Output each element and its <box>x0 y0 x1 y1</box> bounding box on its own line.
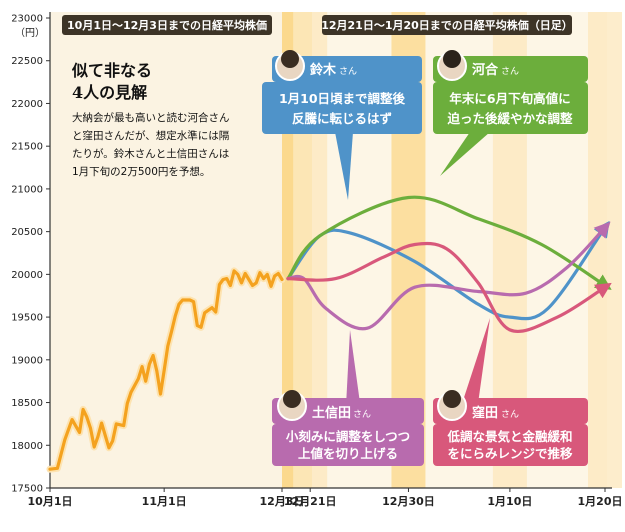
forecast-line-kubota <box>286 241 612 333</box>
avatar-kubota-hair <box>443 390 461 408</box>
plot-background-left <box>50 12 282 488</box>
y-tick-label: 19000 <box>11 355 43 366</box>
right-panel-title-text: 12月21日～1月20日までの日経平均株価（日足） <box>321 18 573 32</box>
x-tick-label: 12月3日 <box>260 495 305 508</box>
y-tick-label: 20500 <box>11 227 43 238</box>
callout-kubota-body <box>433 424 588 466</box>
description-line-4: 1月下旬の2万500円を予想。 <box>72 165 210 178</box>
callout-kubota-line-1: 低調な景気と金融緩和 <box>446 429 572 444</box>
y-tick-label: 21500 <box>11 142 43 153</box>
callout-kawai-line-2: 迫った後緩やかな調整 <box>446 111 573 126</box>
avatar-toshinda-hair <box>283 390 301 408</box>
y-tick-label: 20000 <box>11 270 43 281</box>
callout-kawai-body <box>433 82 588 134</box>
callout-toshinda-line-1: 小刻みに調整をしつつ <box>285 429 410 444</box>
description: 大納会が最も高いと読む河合さん と窪田さんだが、想定水準には隔 たりが。鈴木さん… <box>72 111 230 178</box>
date-band-3 <box>588 12 622 488</box>
x-tick-label: 1月10日 <box>487 495 532 508</box>
callout-suzuki-line-1: 1月10日頃まで調整後 <box>279 91 406 106</box>
y-tick-label: 17500 <box>11 484 43 495</box>
callout-suzuki-body <box>262 82 422 134</box>
callout-suzuki-line-2: 反騰に転じるはず <box>292 111 393 126</box>
callout-toshinda-body <box>272 424 424 466</box>
callout-kawai-name: 河合 <box>472 62 499 78</box>
callout-kubota-name: 窪田 <box>472 405 498 421</box>
callout-suzuki-name: 鈴木 <box>310 62 337 78</box>
callout-kawai-line-1: 年末に6月下旬高値に <box>449 91 570 106</box>
callout-kawai: 河合 さん 年末に6月下旬高値に 迫った後緩やかな調整 <box>433 50 588 176</box>
callout-kawai-pointer <box>440 132 490 176</box>
description-line-2: と窪田さんだが、想定水準には隔 <box>72 129 229 142</box>
y-axis: 17500 18000 18500 19000 19500 20000 20500 21000… <box>11 12 51 495</box>
callout-kawai-header <box>433 56 588 82</box>
callout-kubota-line-2: をにらみレンジで推移 <box>447 446 573 461</box>
y-tick-label: 19500 <box>11 313 43 324</box>
avatar-suzuki-hair <box>281 50 299 68</box>
callout-kubota-header <box>433 398 588 424</box>
x-tick-label: 10月1日 <box>28 495 73 508</box>
x-tick-label: 1月20日 <box>578 495 623 508</box>
forecast-series <box>286 195 612 333</box>
history-line <box>48 269 284 471</box>
callout-kubota-honorific: さん <box>501 409 519 420</box>
left-panel-title-text: 10月1日～12月3日までの日経平均株価 <box>67 18 267 32</box>
callout-toshinda-honorific: さん <box>353 409 371 420</box>
left-panel-title: 10月1日～12月3日までの日経平均株価 <box>62 15 272 35</box>
x-tick-label: 11月1日 <box>142 495 187 508</box>
right-panel-title: 12月21日～1月20日までの日経平均株価（日足） <box>321 15 573 35</box>
callout-toshinda: 土信田 さん 小刻みに調整をしつつ 上値を切り上げる <box>272 330 424 466</box>
y-tick-label: 21000 <box>11 184 43 195</box>
description-line-1: 大納会が最も高いと読む河合さん <box>72 111 230 124</box>
callout-kawai-honorific: さん <box>501 66 519 77</box>
y-unit-label: （円） <box>15 27 45 39</box>
callout-suzuki-header <box>272 56 422 82</box>
headline-line-2: 4人の見解 <box>72 83 147 102</box>
y-tick-label: 18000 <box>11 441 43 452</box>
callout-suzuki: 鈴木 さん 1月10日頃まで調整後 反騰に転じるはず <box>262 50 422 200</box>
y-tick-label: 18500 <box>11 398 43 409</box>
history-series <box>46 267 286 473</box>
x-tick-label: 12月30日 <box>382 495 435 508</box>
callout-toshinda-line-2: 上値を切り上げる <box>298 446 398 461</box>
callout-toshinda-header <box>272 398 424 424</box>
callout-suzuki-honorific: さん <box>339 66 357 77</box>
description-line-3: たりが。鈴木さんと土信田さんは <box>72 147 229 160</box>
callout-suzuki-pointer <box>335 132 353 200</box>
avatar-kawai-hair <box>443 50 461 68</box>
callout-kubota: 窪田 さん 低調な景気と金融緩和 をにらみレンジで推移 <box>433 318 588 466</box>
y-tick-label: 22000 <box>11 99 43 110</box>
forecast-line-kawai <box>286 195 612 290</box>
y-tick-label: 23000 <box>11 14 43 25</box>
callout-toshinda-name: 土信田 <box>312 405 351 421</box>
headline-line-1: 似て非なる <box>71 61 152 80</box>
y-tick-label: 22500 <box>11 56 43 67</box>
headline: 似て非なる 4人の見解 <box>71 61 152 102</box>
forecast-line-toshinda <box>286 221 611 331</box>
x-tick-label: 12月21日 <box>284 495 337 508</box>
